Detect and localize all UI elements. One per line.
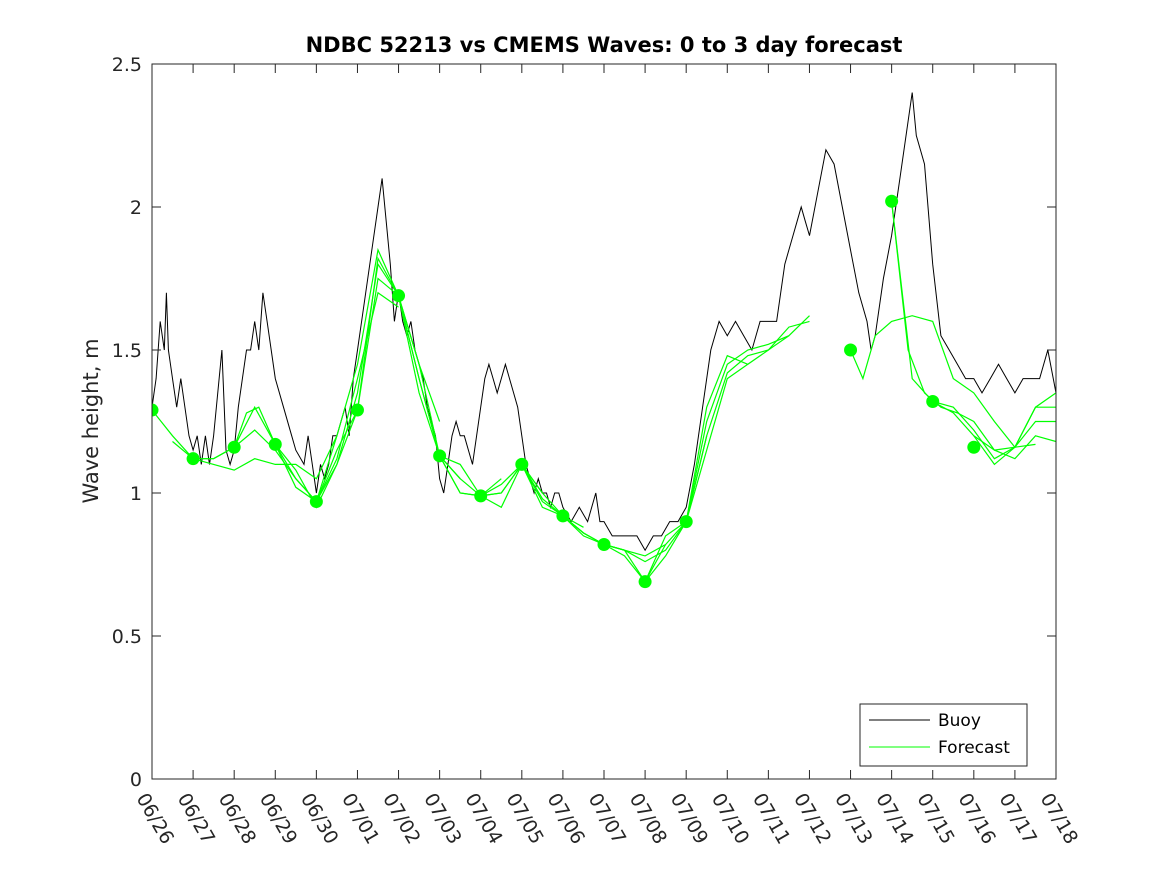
- legend-box: [859, 703, 1028, 767]
- forecast-line-20: [973, 392, 1056, 466]
- y-tick-label: 0: [130, 769, 142, 791]
- forecast-line-8: [397, 295, 584, 528]
- forecast-line-12: [562, 363, 749, 563]
- forecast-marker-4: [268, 437, 282, 451]
- plot-area: [152, 92, 1056, 589]
- forecast-marker-7: [392, 289, 406, 303]
- buoy-line: [152, 92, 1056, 552]
- legend-forecast-label: Forecast: [938, 738, 1010, 758]
- forecast-marker-13: [638, 575, 652, 589]
- forecast-marker-8: [433, 449, 447, 463]
- forecast-marker-17: [926, 394, 940, 408]
- forecast-marker-6: [350, 403, 364, 417]
- forecast-marker-10: [515, 457, 529, 471]
- forecast-marker-14: [679, 515, 693, 529]
- forecast-marker-1: [152, 403, 159, 417]
- forecast-marker-12: [597, 537, 611, 551]
- forecast-marker-11: [556, 509, 570, 523]
- chart-title: NDBC 52213 vs CMEMS Waves: 0 to 3 day fo…: [306, 33, 903, 57]
- forecast-marker-2: [186, 452, 200, 466]
- forecast-marker-3: [227, 440, 241, 454]
- forecast-marker-16: [885, 194, 899, 208]
- series-group: [152, 92, 1056, 589]
- y-tick-label: 2: [130, 197, 142, 219]
- forecast-marker-5: [309, 495, 323, 509]
- forecast-marker-9: [474, 489, 488, 503]
- y-tick-label: 1.5: [112, 340, 142, 362]
- forecast-marker-18: [967, 440, 981, 454]
- y-tick-label: 1: [130, 483, 142, 505]
- y-tick-label: 0.5: [112, 626, 142, 648]
- y-tick-label: 2.5: [112, 54, 142, 76]
- forecast-line-18: [891, 201, 1056, 460]
- y-axis-label: Wave height, m: [79, 338, 103, 503]
- legend: Buoy Forecast: [859, 703, 1028, 767]
- forecast-line-17: [891, 201, 1056, 460]
- forecast-line-10: [480, 463, 667, 583]
- legend-buoy-label: Buoy: [938, 711, 981, 731]
- forecast-marker-15: [844, 343, 858, 357]
- forecast-line-14: [644, 315, 810, 582]
- forecast-line-15: [685, 320, 810, 522]
- forecast-line-1: [152, 409, 338, 480]
- forecast-line-13: [603, 335, 790, 557]
- forecast-line-16: [849, 315, 1036, 448]
